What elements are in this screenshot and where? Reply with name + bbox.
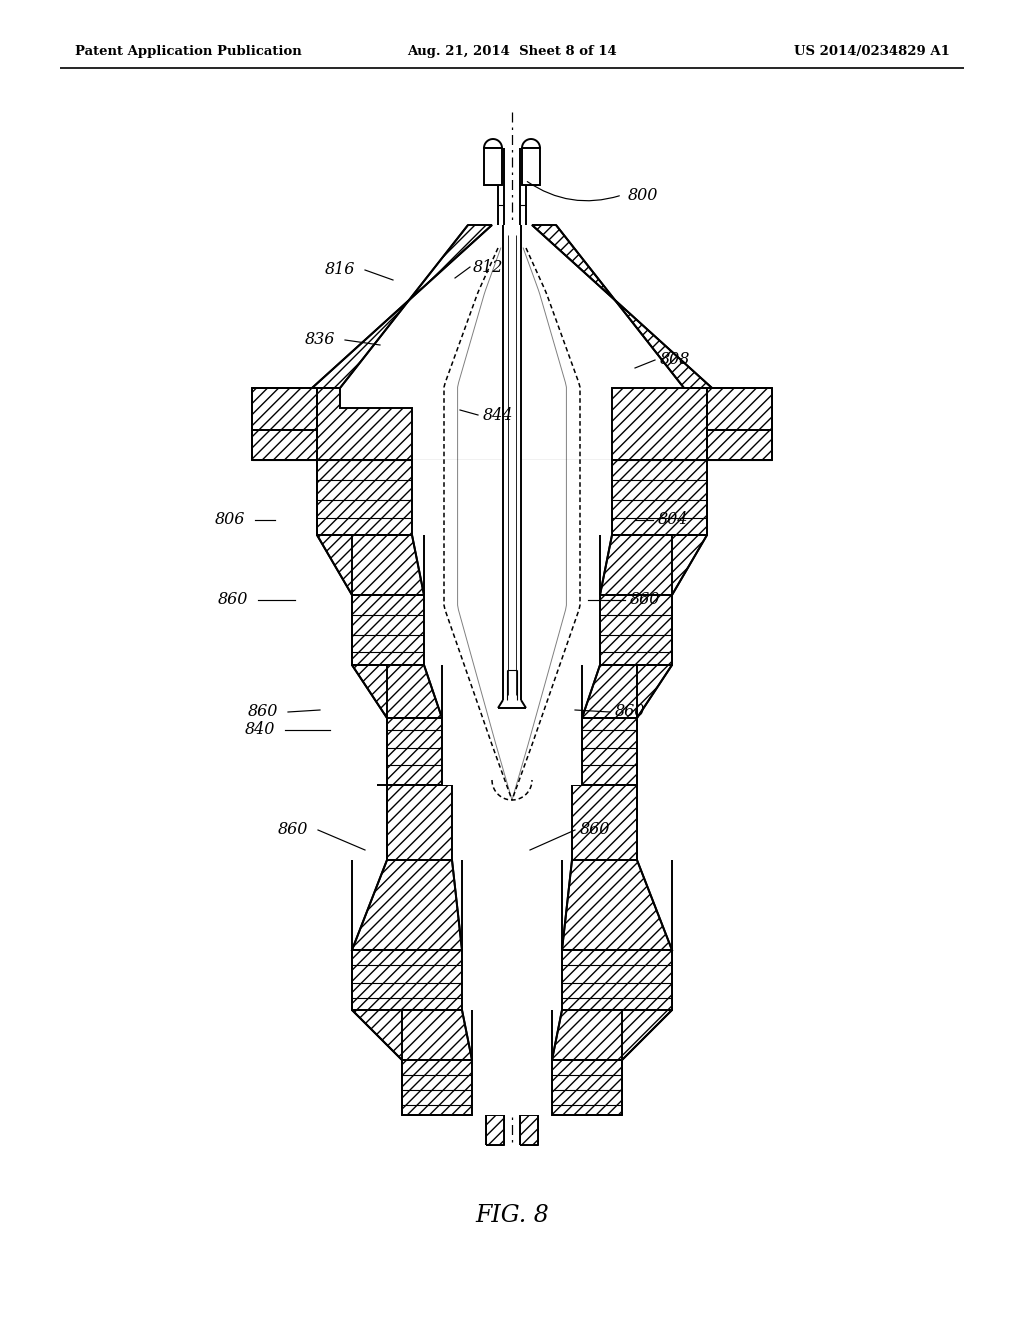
Polygon shape — [522, 148, 540, 185]
Text: 812: 812 — [473, 259, 504, 276]
Text: 860: 860 — [248, 704, 278, 721]
Text: 860: 860 — [615, 704, 645, 721]
Text: 800: 800 — [628, 186, 658, 203]
Polygon shape — [412, 459, 612, 535]
Text: 860: 860 — [580, 821, 610, 838]
Polygon shape — [462, 861, 562, 950]
Polygon shape — [472, 1010, 552, 1060]
Text: 816: 816 — [325, 261, 355, 279]
Text: 844: 844 — [483, 407, 513, 424]
Polygon shape — [532, 224, 684, 388]
Polygon shape — [442, 718, 582, 785]
Polygon shape — [484, 148, 502, 185]
Text: 860: 860 — [278, 821, 308, 838]
Text: Aug. 21, 2014  Sheet 8 of 14: Aug. 21, 2014 Sheet 8 of 14 — [408, 45, 616, 58]
Text: 860: 860 — [630, 591, 660, 609]
Text: US 2014/0234829 A1: US 2014/0234829 A1 — [795, 45, 950, 58]
Text: 806: 806 — [215, 511, 245, 528]
Text: 860: 860 — [218, 591, 248, 609]
Polygon shape — [340, 224, 492, 388]
Polygon shape — [503, 224, 521, 700]
Polygon shape — [503, 224, 521, 700]
Polygon shape — [472, 1060, 552, 1115]
Polygon shape — [424, 535, 600, 595]
Text: 836: 836 — [304, 331, 335, 348]
Text: 840: 840 — [245, 722, 275, 738]
Polygon shape — [462, 950, 562, 1010]
Text: Patent Application Publication: Patent Application Publication — [75, 45, 302, 58]
Text: 808: 808 — [660, 351, 690, 368]
Polygon shape — [452, 785, 572, 861]
Text: 804: 804 — [658, 511, 688, 528]
Polygon shape — [442, 665, 582, 718]
Polygon shape — [424, 595, 600, 665]
Text: FIG. 8: FIG. 8 — [475, 1204, 549, 1226]
